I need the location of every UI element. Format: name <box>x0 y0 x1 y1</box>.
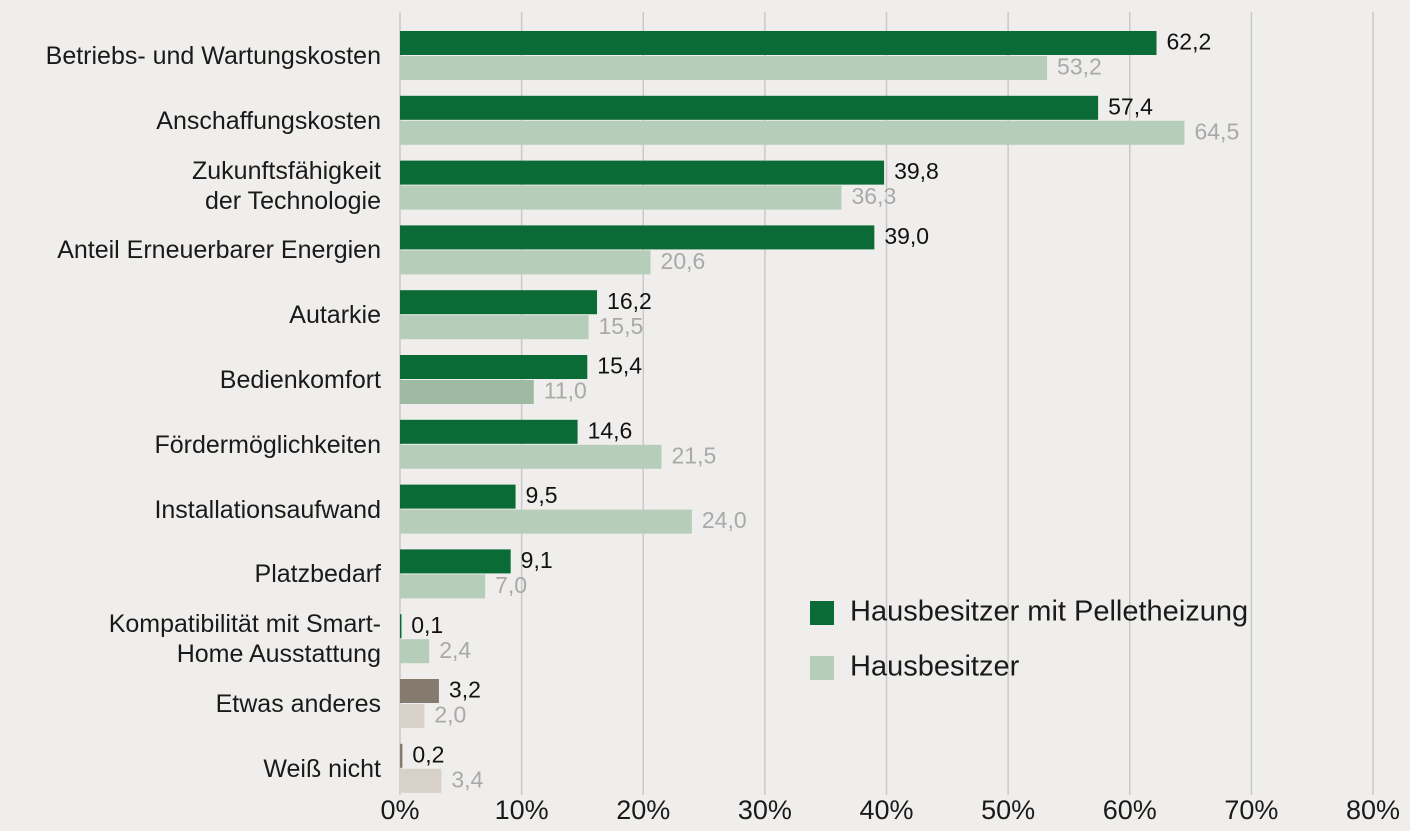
bar <box>400 95 1099 120</box>
x-tick-label: 40% <box>859 795 913 825</box>
x-tick-label: 80% <box>1346 795 1400 825</box>
bar <box>400 355 588 379</box>
bar <box>400 419 578 444</box>
value-label: 64,5 <box>1194 118 1239 144</box>
value-label: 11,0 <box>544 378 587 404</box>
bar <box>400 56 1048 80</box>
value-label: 53,2 <box>1057 54 1102 80</box>
value-label: 2,0 <box>434 702 466 728</box>
bar <box>400 160 885 185</box>
category-label: Betriebs- und Wartungskosten <box>45 42 381 70</box>
value-label: 57,4 <box>1108 93 1153 119</box>
category-label: Autarkie <box>289 301 381 330</box>
x-tick-label: 10% <box>495 795 549 825</box>
bar <box>400 250 651 275</box>
category-label: Platzbedarf <box>254 560 381 589</box>
value-label: 21,5 <box>671 442 716 468</box>
value-label: 20,6 <box>661 248 706 274</box>
category-label: Weiß nicht <box>263 754 381 783</box>
bar <box>400 614 402 639</box>
value-label: 16,2 <box>607 288 652 314</box>
value-label: 39,0 <box>884 223 929 249</box>
bar <box>400 31 1157 55</box>
category-label: Anschaffungskosten <box>156 106 381 135</box>
bar <box>400 549 511 574</box>
category-label: Anteil Erneuerbarer Energien <box>57 236 381 265</box>
bar <box>400 290 598 315</box>
value-label: 15,4 <box>597 353 642 379</box>
value-label: 9,5 <box>526 482 558 508</box>
bar <box>400 639 430 664</box>
legend-swatch <box>810 601 834 625</box>
bar <box>400 574 486 599</box>
category-label: Etwas anderes <box>215 690 381 718</box>
value-label: 2,4 <box>439 637 471 663</box>
value-label: 3,4 <box>451 766 483 792</box>
value-label: 9,1 <box>521 547 553 573</box>
category-label: Installationsaufwand <box>154 495 381 524</box>
x-tick-label: 50% <box>981 795 1035 825</box>
value-label: 7,0 <box>495 572 527 598</box>
x-tick-label: 60% <box>1103 795 1157 825</box>
bar <box>400 484 516 509</box>
x-tick-label: 70% <box>1224 795 1278 825</box>
value-label: 14,6 <box>588 417 633 443</box>
bar <box>400 225 875 250</box>
bar <box>400 315 589 340</box>
x-tick-label: 20% <box>616 795 670 825</box>
value-label: 3,2 <box>449 677 481 703</box>
value-label: 24,0 <box>702 507 747 533</box>
value-label: 0,2 <box>412 741 444 767</box>
x-tick-label: 0% <box>380 795 419 825</box>
category-label: Fördermöglichkeiten <box>154 430 382 459</box>
bar <box>400 743 403 768</box>
value-label: 39,8 <box>894 158 939 184</box>
bar <box>400 444 662 469</box>
bar <box>400 380 534 404</box>
bar <box>400 185 842 210</box>
bar <box>400 768 442 793</box>
value-label: 0,1 <box>411 612 443 638</box>
bar <box>400 679 439 703</box>
legend-label: Hausbesitzer <box>850 651 1020 683</box>
legend-swatch <box>810 656 834 680</box>
x-tick-label: 30% <box>738 795 792 825</box>
category-label: Zukunftsfähigkeit der Technologie <box>192 156 381 215</box>
legend-label: Hausbesitzer mit Pelletheizung <box>850 596 1248 628</box>
value-label: 36,3 <box>851 183 896 209</box>
bar <box>400 509 692 534</box>
category-label: Bedienkomfort <box>219 366 381 394</box>
category-label: Kompatibilität mit Smart- Home Ausstattu… <box>108 610 381 669</box>
bar <box>400 704 425 728</box>
value-label: 62,2 <box>1167 29 1212 55</box>
bar <box>400 120 1185 145</box>
value-label: 15,5 <box>599 313 644 339</box>
